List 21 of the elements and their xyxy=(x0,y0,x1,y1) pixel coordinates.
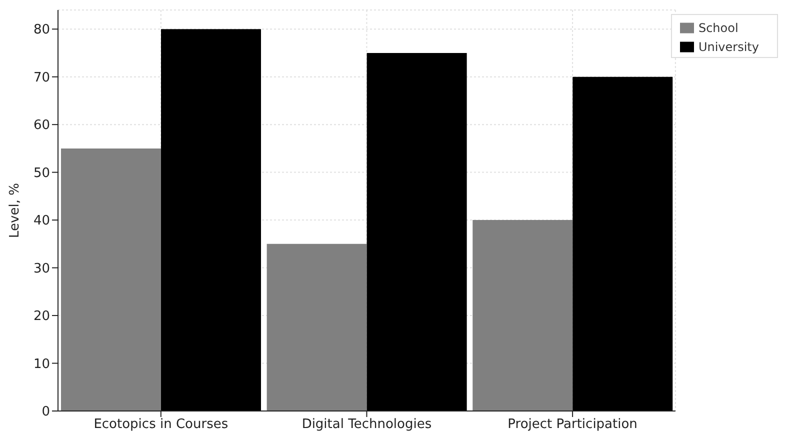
y-tick-label: 0 xyxy=(42,404,50,420)
bar xyxy=(266,244,367,411)
bar xyxy=(366,52,467,411)
bar xyxy=(161,29,261,411)
bar xyxy=(572,76,673,411)
y-tick-label: 50 xyxy=(33,166,50,181)
y-tick-label: 30 xyxy=(33,261,50,276)
y-axis-title: Level, % xyxy=(8,183,23,238)
legend-label: School xyxy=(698,21,738,35)
y-tick-label: 60 xyxy=(33,118,50,134)
x-tick-label: Digital Technologies xyxy=(302,417,432,432)
bar xyxy=(61,148,161,411)
y-tick-label: 40 xyxy=(33,214,50,229)
x-tick-label: Ecotopics in Courses xyxy=(94,417,228,432)
bar xyxy=(472,220,573,411)
legend-label: University xyxy=(698,40,759,54)
y-tick-label: 70 xyxy=(33,70,50,86)
y-tick-label: 80 xyxy=(33,22,50,38)
y-tick-label: 20 xyxy=(33,309,50,324)
y-tick-label: 10 xyxy=(33,356,50,372)
x-tick-label: Project Participation xyxy=(508,417,638,432)
